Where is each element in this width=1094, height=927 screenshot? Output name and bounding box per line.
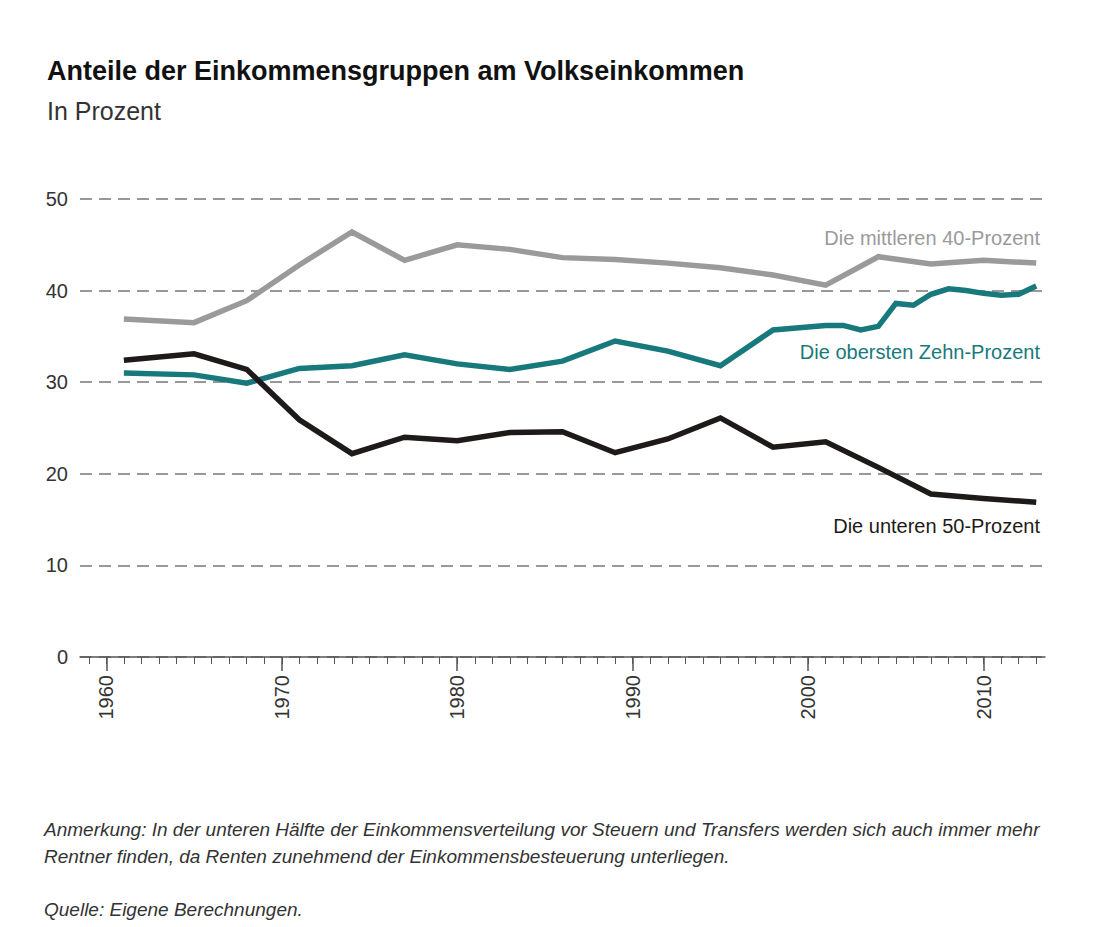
svg-text:1960: 1960 bbox=[95, 675, 117, 720]
svg-text:10: 10 bbox=[46, 554, 68, 576]
html-text:Anmerkung: In der unteren Hälf: Anmerkung: In der unteren Hälfte der Ein… bbox=[44, 819, 1040, 867]
svg-text:Die obersten Zehn-Prozent: Die obersten Zehn-Prozent bbox=[800, 341, 1041, 363]
svg-text:1990: 1990 bbox=[622, 675, 644, 720]
svg-text:50: 50 bbox=[46, 188, 68, 210]
svg-text:1980: 1980 bbox=[446, 675, 468, 720]
svg-text:In Prozent: In Prozent bbox=[47, 97, 161, 125]
svg-text:20: 20 bbox=[46, 463, 68, 485]
svg-text:40: 40 bbox=[46, 280, 68, 302]
svg-text:Anteile der Einkommensgruppen: Anteile der Einkommensgruppen am Volksei… bbox=[47, 56, 744, 86]
html-text:Quelle: Eigene Berechnungen.: Quelle: Eigene Berechnungen. bbox=[44, 899, 303, 920]
svg-text:2010: 2010 bbox=[973, 675, 995, 720]
svg-text:30: 30 bbox=[46, 371, 68, 393]
svg-text:2000: 2000 bbox=[797, 675, 819, 720]
svg-text:Die unteren 50-Prozent: Die unteren 50-Prozent bbox=[833, 515, 1040, 537]
svg-text:0: 0 bbox=[57, 646, 68, 668]
svg-text:Die mittleren 40-Prozent: Die mittleren 40-Prozent bbox=[824, 227, 1040, 249]
svg-text:1970: 1970 bbox=[271, 675, 293, 720]
